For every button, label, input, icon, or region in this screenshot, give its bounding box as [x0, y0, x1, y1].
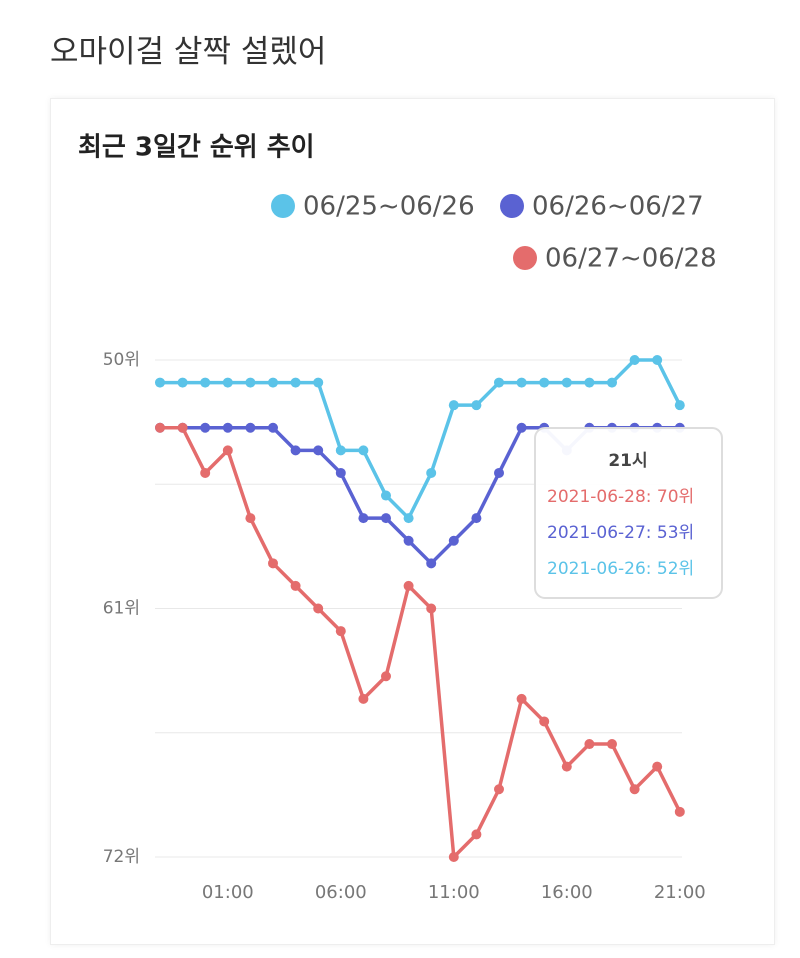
data-point	[335, 445, 346, 456]
legend-item[interactable]: 06/27~06/28	[513, 244, 717, 274]
data-point	[335, 467, 346, 478]
data-point	[358, 513, 369, 524]
legend-swatch[interactable]	[500, 194, 524, 218]
data-point	[268, 558, 278, 569]
data-point	[561, 377, 572, 388]
data-point	[313, 377, 324, 388]
tooltip-line: 2021-06-26: 52위	[547, 559, 694, 579]
data-point	[426, 558, 437, 569]
chart-title: 최근 3일간 순위 추이	[78, 133, 315, 163]
data-point	[290, 377, 301, 388]
tooltip-line: 2021-06-27: 53위	[547, 523, 694, 543]
data-point	[607, 739, 617, 750]
data-point	[200, 422, 211, 433]
data-point	[652, 355, 663, 365]
x-tick-label: 16:00	[541, 882, 593, 903]
data-point	[448, 400, 459, 411]
data-point	[403, 513, 414, 524]
data-point	[222, 377, 233, 388]
tooltip: 21시 2021-06-28: 70위 2021-06-27: 53위 2021-06…	[534, 427, 723, 599]
data-point	[358, 693, 369, 704]
data-point	[200, 377, 211, 388]
data-point	[403, 580, 414, 591]
data-point	[358, 445, 369, 456]
data-point	[177, 422, 188, 433]
legend-item[interactable]: 06/26~06/27	[500, 192, 704, 222]
data-point	[268, 377, 278, 388]
data-point	[471, 829, 482, 840]
x-tick-label: 01:00	[202, 882, 254, 903]
y-tick-label: 61위	[103, 599, 140, 619]
data-point	[471, 400, 482, 411]
data-point	[448, 535, 459, 546]
x-tick-label: 21:00	[654, 882, 706, 903]
legend-label[interactable]: 06/27~06/28	[545, 244, 717, 274]
data-point	[539, 377, 550, 388]
data-point	[516, 377, 527, 388]
data-point	[313, 603, 324, 614]
data-point	[381, 513, 391, 524]
data-point	[674, 400, 685, 411]
tooltip-title: 21시	[608, 451, 647, 471]
y-tick-label: 50위	[103, 350, 140, 370]
data-point	[381, 671, 391, 682]
data-point	[245, 422, 256, 433]
data-point	[494, 467, 504, 478]
y-tick-label: 72위	[103, 847, 140, 867]
data-point	[222, 445, 233, 456]
legend-label[interactable]: 06/25~06/26	[303, 192, 475, 222]
data-point	[561, 761, 572, 772]
page-title: 오마이걸 살짝 설렜어	[50, 34, 327, 70]
chart-card	[50, 98, 775, 945]
tooltip-box	[534, 427, 723, 599]
data-point	[222, 422, 233, 433]
data-point	[494, 377, 504, 388]
data-point	[245, 377, 256, 388]
data-point	[426, 467, 437, 478]
data-point	[674, 806, 685, 817]
data-point	[177, 377, 188, 388]
data-point	[471, 513, 482, 524]
x-tick-label: 06:00	[315, 882, 367, 903]
data-point	[290, 445, 301, 456]
data-point	[268, 422, 278, 433]
data-point	[629, 355, 640, 365]
data-point	[448, 852, 459, 862]
data-point	[494, 784, 504, 795]
data-point	[629, 784, 640, 795]
data-point	[516, 422, 527, 433]
data-point	[313, 445, 324, 456]
data-point	[607, 377, 617, 388]
data-point	[155, 422, 165, 433]
data-point	[381, 490, 391, 501]
data-point	[403, 535, 414, 546]
data-point	[426, 603, 437, 614]
data-point	[200, 467, 211, 478]
data-point	[155, 377, 165, 388]
data-point	[584, 739, 595, 750]
data-point	[539, 716, 550, 727]
legend-label[interactable]: 06/26~06/27	[532, 192, 704, 222]
legend-item[interactable]: 06/25~06/26	[271, 192, 475, 222]
data-point	[652, 761, 663, 772]
x-tick-label: 11:00	[428, 882, 480, 903]
data-point	[584, 377, 595, 388]
data-point	[335, 626, 346, 637]
data-point	[516, 693, 527, 704]
data-point	[290, 580, 301, 591]
legend-swatch[interactable]	[513, 246, 537, 270]
legend-swatch[interactable]	[271, 194, 295, 218]
data-point	[245, 513, 256, 524]
tooltip-line: 2021-06-28: 70위	[547, 487, 694, 507]
